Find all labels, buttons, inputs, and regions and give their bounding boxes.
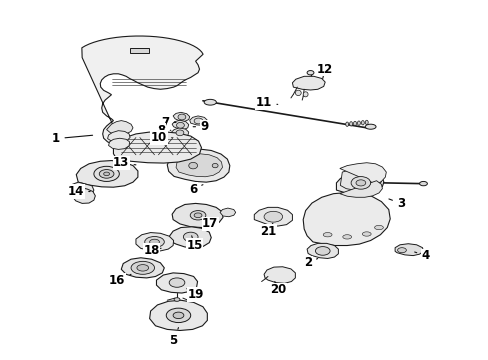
Ellipse shape <box>166 308 190 323</box>
Ellipse shape <box>169 278 184 287</box>
Polygon shape <box>121 258 164 278</box>
Ellipse shape <box>350 177 370 189</box>
Text: 4: 4 <box>414 249 428 262</box>
Polygon shape <box>108 138 129 149</box>
Polygon shape <box>156 273 197 293</box>
Text: 8: 8 <box>157 124 170 137</box>
Ellipse shape <box>365 120 367 125</box>
Ellipse shape <box>173 312 183 319</box>
Ellipse shape <box>306 71 313 75</box>
Polygon shape <box>339 163 386 184</box>
Polygon shape <box>113 132 201 163</box>
Ellipse shape <box>188 162 197 169</box>
Text: 19: 19 <box>186 288 203 301</box>
Text: 2: 2 <box>304 256 317 269</box>
Polygon shape <box>306 243 338 258</box>
Ellipse shape <box>144 237 164 247</box>
Polygon shape <box>254 207 292 226</box>
Polygon shape <box>303 193 389 246</box>
Ellipse shape <box>355 180 365 186</box>
Polygon shape <box>172 120 188 130</box>
Polygon shape <box>189 116 207 125</box>
Polygon shape <box>336 172 383 194</box>
Text: 16: 16 <box>109 274 131 287</box>
Polygon shape <box>167 149 229 182</box>
Ellipse shape <box>204 99 216 105</box>
Polygon shape <box>176 154 222 177</box>
Polygon shape <box>220 208 235 217</box>
Ellipse shape <box>190 211 205 220</box>
Text: 11: 11 <box>255 96 277 109</box>
Text: 3: 3 <box>388 197 404 210</box>
Ellipse shape <box>353 121 356 126</box>
Text: 21: 21 <box>259 223 276 238</box>
Ellipse shape <box>362 232 370 236</box>
Text: 18: 18 <box>143 244 161 257</box>
Polygon shape <box>169 227 211 248</box>
Ellipse shape <box>374 225 383 230</box>
Polygon shape <box>264 267 295 283</box>
Ellipse shape <box>176 122 184 128</box>
Polygon shape <box>81 36 203 148</box>
Ellipse shape <box>264 211 282 222</box>
Ellipse shape <box>176 130 183 136</box>
Polygon shape <box>149 300 207 330</box>
Text: 17: 17 <box>202 217 218 230</box>
Ellipse shape <box>99 170 114 178</box>
Text: 7: 7 <box>161 116 176 129</box>
Ellipse shape <box>178 114 185 120</box>
Text: 20: 20 <box>270 282 286 296</box>
Polygon shape <box>394 244 423 256</box>
Ellipse shape <box>397 248 406 253</box>
Text: 13: 13 <box>113 156 136 169</box>
Polygon shape <box>171 128 188 138</box>
Ellipse shape <box>323 233 331 237</box>
Text: 14: 14 <box>67 185 90 198</box>
Ellipse shape <box>361 121 364 125</box>
Polygon shape <box>172 203 223 228</box>
Ellipse shape <box>94 166 119 181</box>
Polygon shape <box>292 76 325 90</box>
Ellipse shape <box>295 90 301 96</box>
Polygon shape <box>339 181 382 197</box>
Polygon shape <box>68 182 94 198</box>
Polygon shape <box>106 121 133 135</box>
Ellipse shape <box>303 92 307 97</box>
Text: 1: 1 <box>52 132 92 145</box>
Text: 9: 9 <box>193 120 208 133</box>
Text: 10: 10 <box>150 131 172 144</box>
Ellipse shape <box>349 122 352 126</box>
Ellipse shape <box>315 247 329 255</box>
Ellipse shape <box>103 172 109 176</box>
Ellipse shape <box>194 118 203 124</box>
Ellipse shape <box>357 121 360 125</box>
Ellipse shape <box>131 261 154 274</box>
Ellipse shape <box>174 298 180 301</box>
Polygon shape <box>136 233 173 251</box>
Ellipse shape <box>137 265 148 271</box>
Text: 15: 15 <box>186 236 203 252</box>
Polygon shape <box>340 168 382 190</box>
Text: 12: 12 <box>316 63 333 78</box>
Ellipse shape <box>342 235 351 239</box>
Ellipse shape <box>212 163 218 168</box>
Text: 6: 6 <box>189 183 203 195</box>
Ellipse shape <box>419 181 427 186</box>
Polygon shape <box>129 48 149 53</box>
Ellipse shape <box>365 124 375 129</box>
Ellipse shape <box>149 239 159 245</box>
Polygon shape <box>173 112 189 121</box>
Polygon shape <box>107 131 130 143</box>
Text: 5: 5 <box>169 328 178 347</box>
Polygon shape <box>76 161 138 187</box>
Ellipse shape <box>194 213 202 217</box>
Ellipse shape <box>183 232 198 242</box>
Ellipse shape <box>345 122 348 126</box>
Polygon shape <box>72 187 95 203</box>
